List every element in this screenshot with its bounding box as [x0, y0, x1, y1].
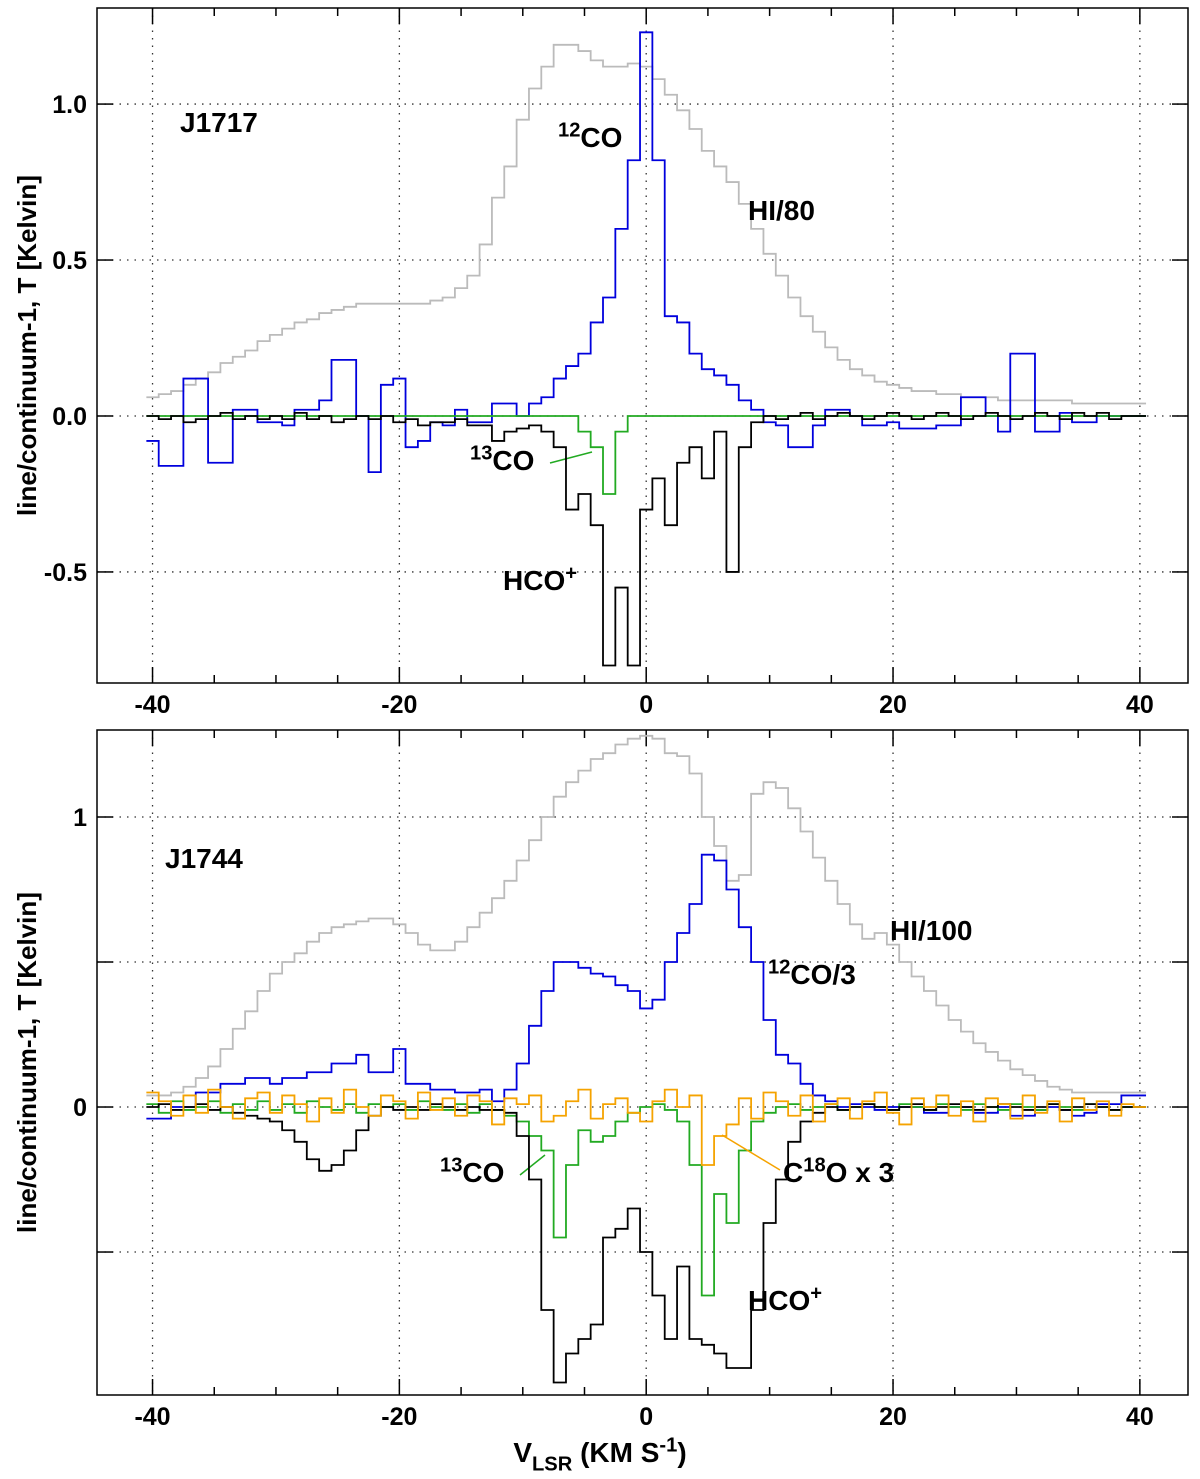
- leader-line: [519, 1154, 546, 1176]
- panel-title: J1717: [180, 107, 258, 138]
- y-tick-label: 0.0: [52, 403, 87, 431]
- y-tick-label: 1.0: [52, 91, 87, 119]
- y-tick-label: 0.5: [52, 247, 87, 275]
- series-label-part: CO: [580, 122, 622, 153]
- series-line: [146, 734, 1147, 1097]
- x-tick-label: 0: [639, 1403, 653, 1431]
- y-tick-label: 0: [73, 1094, 87, 1122]
- series-label-part: HCO: [503, 565, 565, 596]
- x-axis-label-part: V: [513, 1437, 532, 1468]
- series-label-part: 13: [440, 1154, 462, 1176]
- series-label-part: +: [565, 562, 577, 584]
- series-label-part: CO/3: [790, 959, 855, 990]
- y-axis-label: line/continuum-1, T [Kelvin]: [12, 175, 42, 516]
- x-axis-label: VLSR (KM S-1): [513, 1434, 686, 1475]
- series-label: 13CO: [470, 442, 534, 476]
- series-line: [146, 411, 1147, 667]
- panel: -40 -20 0 20 40 0 1 J1744 line/continuum-1, T [K…: [12, 729, 1189, 1431]
- panel-title: J1744: [165, 843, 243, 874]
- x-tick-label: 40: [1126, 1403, 1154, 1431]
- series-label-part: 18: [803, 1154, 825, 1176]
- series-label: HI/100: [890, 915, 973, 946]
- x-axis-label-part: ): [677, 1437, 686, 1468]
- series-label: 12CO: [558, 119, 622, 153]
- y-axis-label: line/continuum-1, T [Kelvin]: [12, 892, 42, 1233]
- series-line: [146, 1088, 1147, 1166]
- series-label-part: HCO: [748, 1285, 810, 1316]
- series-label: 12CO/3: [768, 956, 856, 990]
- series-line: [146, 1100, 1147, 1297]
- series-line: [146, 853, 1147, 1120]
- x-axis-label-part: -1: [659, 1434, 677, 1456]
- series-label-part: O x 3: [826, 1157, 894, 1188]
- x-tick-label: 40: [1126, 691, 1154, 719]
- x-axis-label-part: LSR: [532, 1453, 573, 1475]
- series-label-part: 13: [470, 442, 492, 464]
- x-tick-label: 0: [639, 691, 653, 719]
- series-line: [146, 43, 1147, 405]
- x-tick-label: 20: [879, 691, 907, 719]
- series-label-part: CO: [492, 445, 534, 476]
- x-axis-label-part: (KM S: [572, 1437, 659, 1468]
- series-line: [146, 415, 1147, 495]
- series-label-part: HI/100: [890, 915, 973, 946]
- y-tick-label: -0.5: [44, 559, 87, 587]
- y-tick-label: 1: [73, 804, 87, 832]
- series-label: 13CO: [440, 1154, 504, 1188]
- x-tick-label: -20: [381, 1403, 417, 1431]
- x-tick-label: -20: [381, 691, 417, 719]
- x-tick-label: -40: [134, 1403, 170, 1431]
- leader-line: [721, 1134, 781, 1171]
- series-label-part: +: [810, 1282, 822, 1304]
- series-label: HCO+: [748, 1282, 822, 1316]
- series-label-part: 12: [768, 956, 790, 978]
- x-tick-label: -40: [134, 691, 170, 719]
- series-line: [146, 1103, 1147, 1384]
- plot-frame: [96, 729, 1189, 1396]
- series-label-part: 12: [558, 119, 580, 141]
- series-line: [146, 31, 1147, 474]
- series-label: C18O x 3: [783, 1154, 894, 1188]
- leader-line: [549, 451, 593, 464]
- series-label-part: C: [783, 1157, 803, 1188]
- x-tick-label: 20: [879, 1403, 907, 1431]
- plot-frame: [96, 7, 1189, 684]
- series-label: HCO+: [503, 562, 577, 596]
- series-label-part: HI/80: [748, 195, 815, 226]
- series-label-part: CO: [462, 1157, 504, 1188]
- series-label: HI/80: [748, 195, 815, 226]
- panel: -40 -20 0 20 40 -0.5 0.0 0.5 1.0 J1717 line/contin…: [12, 7, 1189, 719]
